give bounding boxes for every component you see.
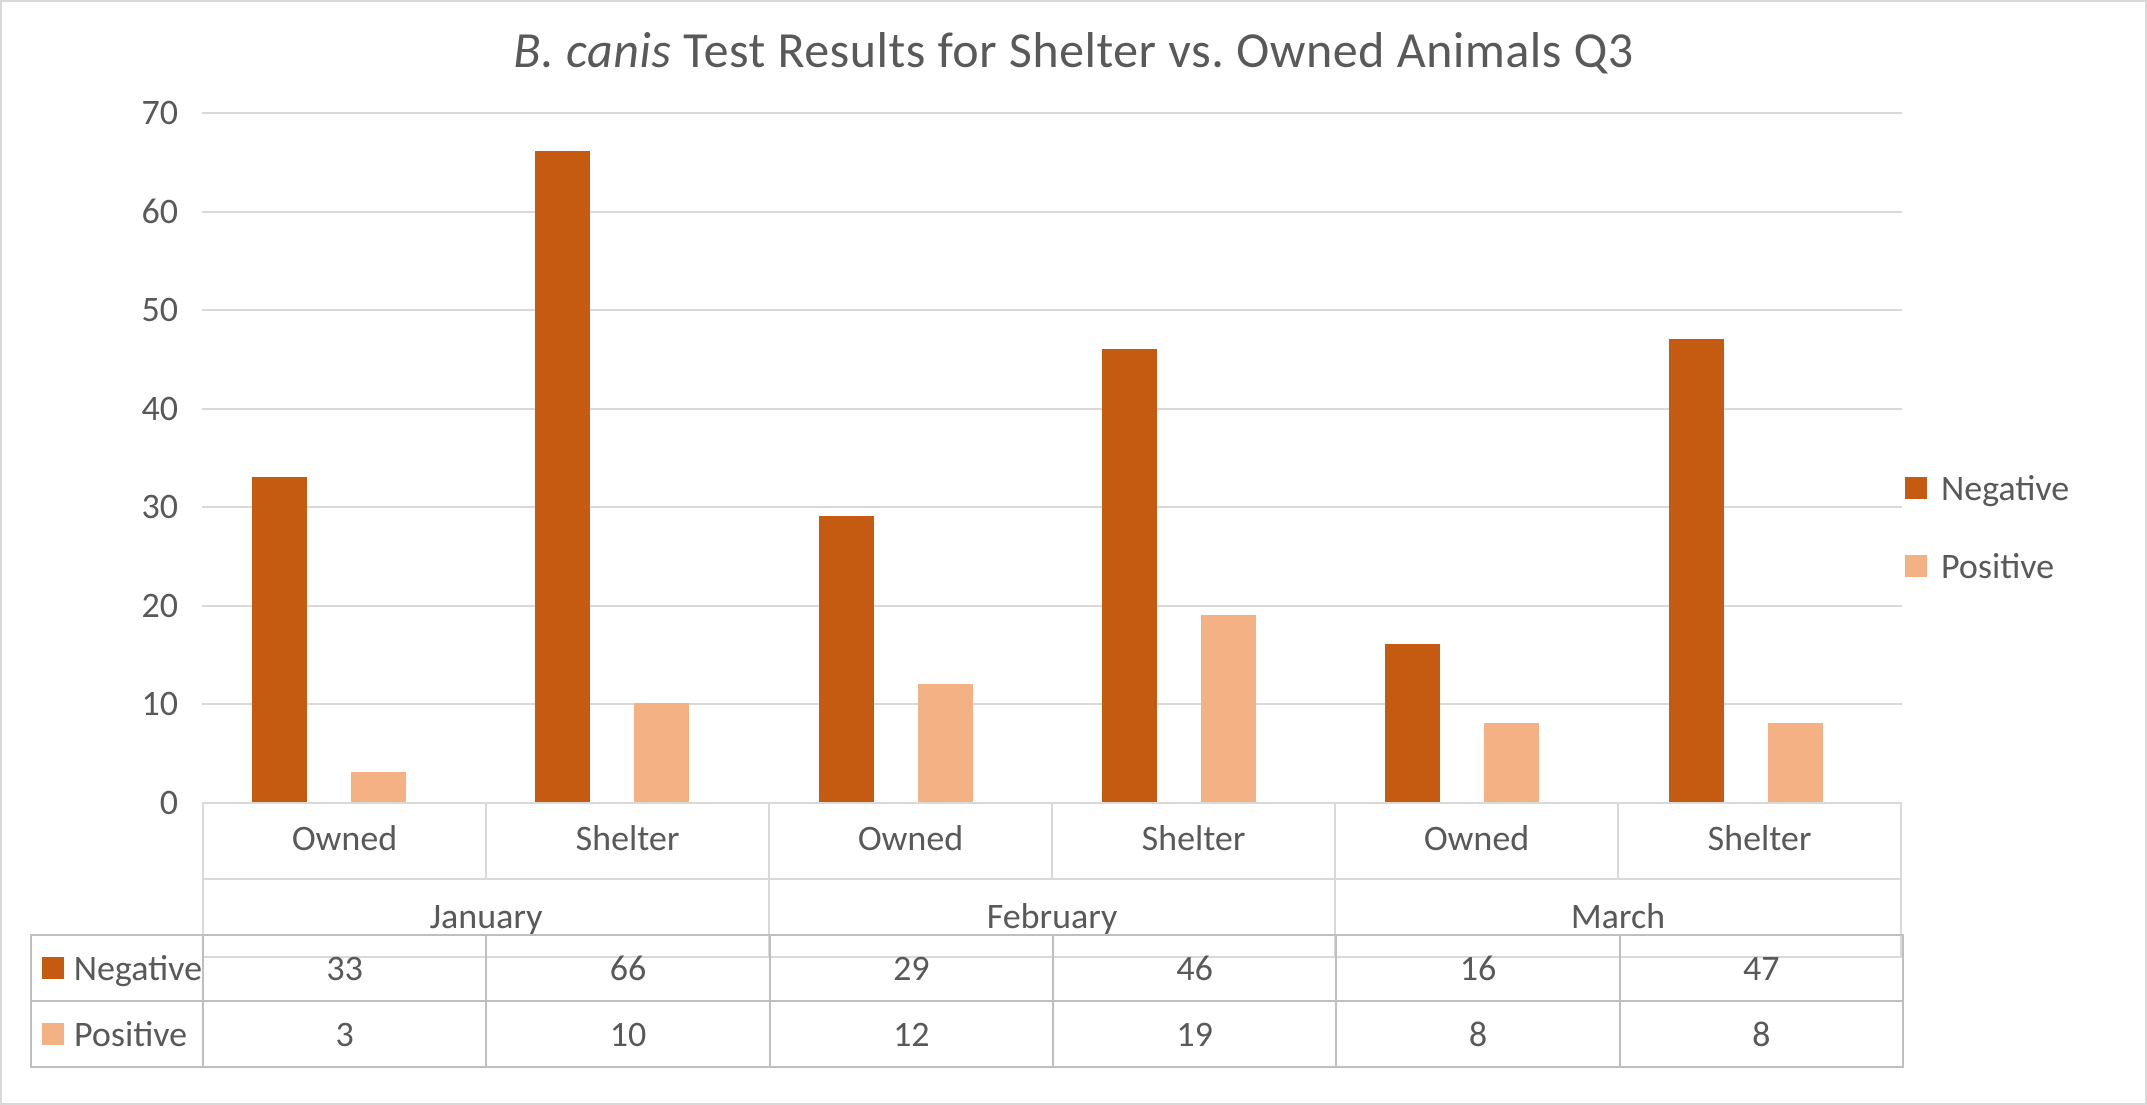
chart-body: 010203040506070 OwnedShelterOwnedShelter…	[2, 112, 2145, 1103]
gridline	[202, 211, 1902, 213]
table-cell: 3	[204, 1002, 487, 1068]
table-cell: 16	[1337, 936, 1620, 1002]
bar-positive	[1201, 615, 1256, 802]
bar-negative	[1102, 349, 1157, 802]
bar-negative	[819, 516, 874, 802]
y-tick-label: 0	[160, 780, 178, 824]
y-tick-label: 10	[142, 681, 179, 725]
legend-item: Positive	[1905, 544, 2115, 588]
bar-negative	[252, 477, 307, 802]
table-row-header: Negative	[32, 936, 204, 1002]
x-subcategory-label: Shelter	[1051, 802, 1334, 880]
x-axis-subcategories: OwnedShelterOwnedShelterOwnedShelter	[202, 802, 1902, 880]
chart-container: B. canis Test Results for Shelter vs. Ow…	[0, 0, 2147, 1105]
gridline	[202, 703, 1902, 705]
bar-negative	[1669, 339, 1724, 802]
series-name-label: Positive	[74, 1012, 187, 1056]
y-tick-label: 60	[142, 189, 179, 233]
bar-positive	[918, 684, 973, 802]
table-cell: 19	[1054, 1002, 1337, 1068]
table-cell: 46	[1054, 936, 1337, 1002]
table-cell: 33	[204, 936, 487, 1002]
title-rest: Test Results for Shelter vs. Owned Anima…	[671, 20, 1633, 81]
bar-negative	[1385, 644, 1440, 802]
table-row-header: Positive	[32, 1002, 204, 1068]
x-subcategory-label: Shelter	[485, 802, 768, 880]
title-italic: B. canis	[513, 20, 671, 81]
series-swatch-icon	[42, 957, 64, 979]
gridline	[202, 605, 1902, 607]
series-name-label: Negative	[74, 946, 202, 990]
chart-title: B. canis Test Results for Shelter vs. Ow…	[2, 2, 2145, 81]
table-cell: 47	[1621, 936, 1904, 1002]
bar-positive	[634, 703, 689, 802]
bar-positive	[1484, 723, 1539, 802]
table-cell: 10	[487, 1002, 770, 1068]
legend-item: Negative	[1905, 466, 2115, 510]
table-cell: 8	[1337, 1002, 1620, 1068]
legend-swatch-icon	[1905, 555, 1927, 577]
table-cell: 12	[771, 1002, 1054, 1068]
x-subcategory-label: Shelter	[1617, 802, 1902, 880]
legend: Negative Positive	[1905, 432, 2115, 622]
y-axis: 010203040506070	[2, 112, 202, 802]
plot-area	[202, 112, 1902, 804]
legend-swatch-icon	[1905, 477, 1927, 499]
gridline	[202, 112, 1902, 114]
x-subcategory-label: Owned	[1334, 802, 1617, 880]
table-cell: 8	[1621, 1002, 1904, 1068]
gridline	[202, 309, 1902, 311]
legend-label: Negative	[1941, 466, 2069, 510]
y-tick-label: 30	[142, 484, 179, 528]
x-subcategory-label: Owned	[202, 802, 485, 880]
y-tick-label: 40	[142, 386, 179, 430]
data-table: Negative336629461647Positive310121988	[30, 934, 1904, 1068]
y-tick-label: 50	[142, 287, 179, 331]
table-row: Positive310121988	[32, 1002, 1904, 1068]
gridline	[202, 408, 1902, 410]
series-swatch-icon	[42, 1023, 64, 1045]
table-cell: 66	[487, 936, 770, 1002]
x-subcategory-label: Owned	[768, 802, 1051, 880]
bar-negative	[535, 151, 590, 802]
table-cell: 29	[771, 936, 1054, 1002]
bar-positive	[1768, 723, 1823, 802]
gridline	[202, 506, 1902, 508]
table-row: Negative336629461647	[32, 936, 1904, 1002]
bar-positive	[351, 772, 406, 802]
y-tick-label: 70	[142, 90, 179, 134]
y-tick-label: 20	[142, 583, 179, 627]
legend-label: Positive	[1941, 544, 2054, 588]
